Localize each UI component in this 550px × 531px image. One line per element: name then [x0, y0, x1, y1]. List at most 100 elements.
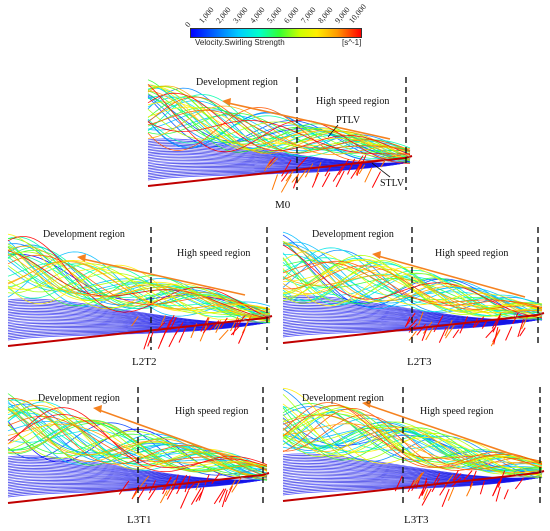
high-speed-region-label: High speed region	[175, 406, 249, 417]
streamline	[7, 254, 271, 315]
streamline	[282, 403, 543, 476]
streamline	[404, 316, 411, 328]
streamline	[143, 332, 151, 350]
streamline	[147, 101, 411, 156]
streamline	[405, 312, 416, 326]
colorbar-tick: 4,000	[248, 5, 267, 26]
streamline	[280, 171, 289, 182]
streamline	[147, 105, 411, 155]
streamline	[491, 313, 502, 329]
streamline	[472, 317, 478, 328]
blade-tip-outline	[238, 470, 268, 480]
streamline	[180, 490, 189, 509]
streamline	[147, 93, 411, 161]
ptlv-pointer	[327, 124, 339, 138]
colorbar-tick: 8,000	[316, 5, 335, 26]
streamline	[7, 266, 271, 318]
panel-caption: M0	[275, 199, 291, 211]
streamline	[459, 316, 469, 334]
streamline	[195, 491, 203, 502]
streamline	[462, 470, 473, 482]
colorbar-unit: [s^-1]	[342, 38, 362, 47]
ptlv-label: PTLV	[336, 115, 361, 126]
streamline	[282, 261, 543, 316]
streamline	[147, 486, 158, 501]
streamline	[132, 484, 143, 499]
streamline	[411, 472, 423, 486]
streamline	[355, 161, 362, 176]
streamline	[332, 166, 344, 182]
streamline	[282, 426, 543, 469]
streamline	[218, 488, 227, 503]
stlv-label: STLV	[380, 178, 405, 189]
streamline	[165, 479, 176, 497]
streamline	[297, 156, 308, 168]
streamline	[230, 316, 239, 332]
streamline	[433, 472, 441, 485]
streamline	[282, 260, 543, 308]
panel-l3t3: Development region High speed region L3T…	[280, 385, 548, 531]
streamline	[147, 112, 411, 154]
colorbar-tick: 7,000	[299, 5, 318, 26]
colorbar-tick: 3,000	[231, 5, 250, 26]
streamline	[466, 483, 474, 497]
development-region-label: Development region	[302, 393, 384, 404]
streamline	[282, 410, 543, 465]
blade-tip-outline	[513, 468, 543, 478]
streamline	[178, 325, 188, 343]
colorbar-tick: 1,000	[197, 5, 216, 26]
streamline	[445, 324, 456, 339]
streamline	[141, 475, 150, 486]
streamline	[338, 158, 349, 176]
streamline	[7, 393, 268, 481]
flow-direction-arrow	[98, 409, 236, 460]
streamline	[7, 245, 271, 318]
panel-l2t3: Development region High speed region L2T…	[280, 225, 548, 373]
arrow-head	[362, 400, 371, 408]
streamline	[7, 418, 268, 468]
streamline	[147, 84, 411, 164]
streamline	[479, 480, 485, 495]
streamline	[314, 162, 322, 181]
streamline	[214, 320, 222, 329]
streamline	[157, 331, 166, 349]
streamline	[282, 250, 543, 312]
streamline	[503, 489, 509, 500]
arrow-head	[93, 405, 102, 413]
streamline	[7, 424, 268, 476]
streamline	[7, 478, 268, 498]
streamline	[321, 172, 331, 188]
streamline	[271, 174, 279, 191]
flow-direction-arrow	[367, 404, 521, 458]
streamline	[281, 159, 292, 177]
flow-direction-arrow	[82, 258, 246, 296]
vortex-streamlines-l2t2	[7, 227, 273, 350]
streamline	[282, 417, 543, 470]
flow-direction-arrow	[377, 255, 526, 298]
blade-tip-outline	[513, 310, 543, 320]
streamline	[147, 107, 411, 162]
streamline	[441, 488, 450, 507]
streamline	[291, 174, 299, 183]
streamline	[147, 87, 411, 157]
streamline	[7, 263, 271, 314]
vortex-streamlines-l3t3	[282, 387, 545, 507]
streamline	[229, 480, 236, 491]
panel-caption: L2T3	[407, 356, 432, 368]
streamline	[267, 157, 278, 169]
streamline-group	[147, 79, 413, 193]
streamline	[147, 85, 411, 161]
streamline	[493, 326, 499, 345]
streamline	[452, 470, 459, 481]
streamline	[438, 327, 447, 343]
streamline	[505, 326, 513, 341]
streamline	[282, 407, 543, 469]
streamline	[160, 315, 166, 326]
streamline	[282, 243, 543, 318]
high-speed-region-label: High speed region	[420, 406, 494, 417]
streamline	[433, 315, 444, 333]
streamline	[147, 115, 411, 159]
streamline	[243, 315, 252, 330]
streamline	[159, 490, 168, 504]
blade-tip-outline	[241, 313, 271, 323]
